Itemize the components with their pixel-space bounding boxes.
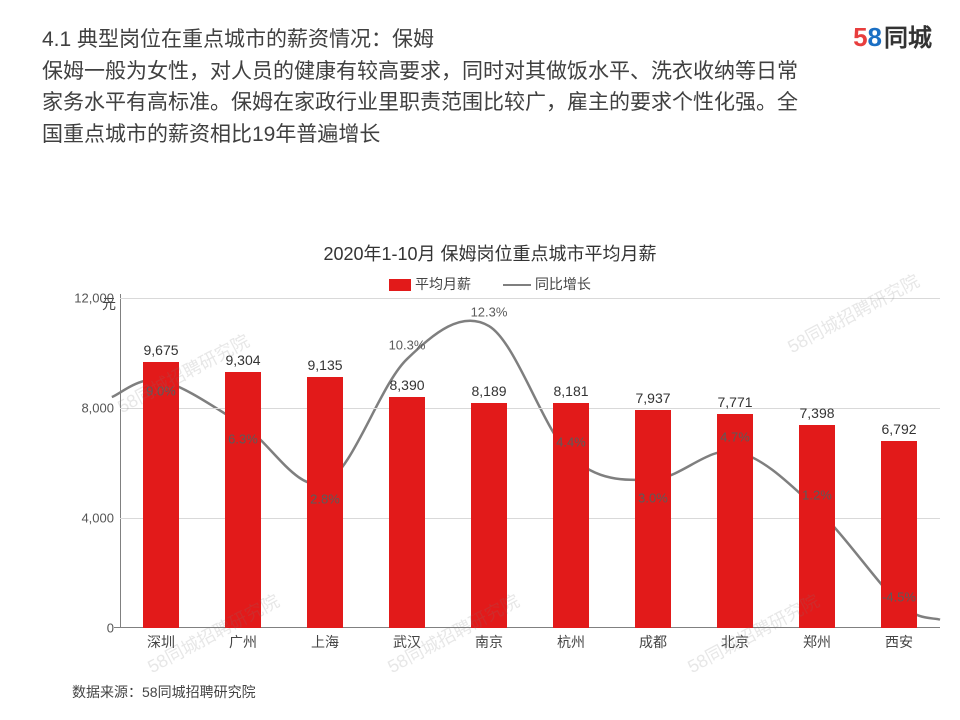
chart-title: 2020年1-10月 保姆岗位重点城市平均月薪	[60, 240, 920, 266]
bar-value-label: 7,937	[635, 390, 670, 406]
x-tick-label: 西安	[885, 632, 913, 652]
bar	[799, 425, 835, 628]
legend-bar-label: 平均月薪	[415, 276, 471, 292]
x-tick-label: 深圳	[147, 632, 175, 652]
y-tick-label: 8,000	[60, 401, 114, 416]
bar-value-label: 8,181	[553, 383, 588, 399]
gridline	[120, 298, 940, 299]
chart-legend: 平均月薪 同比增长	[60, 274, 920, 294]
growth-label: 1.2%	[802, 488, 832, 503]
x-tick-label: 成都	[639, 632, 667, 652]
logo-5: 5	[853, 22, 867, 52]
title-line: 4.1 典型岗位在重点城市的薪资情况：保姆	[42, 24, 802, 56]
title-body: 保姆一般为女性，对人员的健康有较高要求，同时对其做饭水平、洗衣收纳等日常家务水平…	[42, 56, 802, 151]
x-axis: 深圳 广州 上海 武汉 南京 杭州 成都 北京 郑州 西安	[120, 632, 940, 652]
bar-value-label: 7,771	[717, 394, 752, 410]
bar-value-label: 6,792	[881, 421, 916, 437]
logo-text: 同城	[884, 25, 932, 52]
x-tick-label: 郑州	[803, 632, 831, 652]
growth-label: 4.4%	[556, 435, 586, 450]
x-tick-label: 广州	[229, 632, 257, 652]
growth-label: 4.7%	[720, 430, 750, 445]
header: 4.1 典型岗位在重点城市的薪资情况：保姆 保姆一般为女性，对人员的健康有较高要…	[0, 0, 960, 158]
y-tick-label: 0	[60, 621, 114, 636]
x-tick-label: 武汉	[393, 632, 421, 652]
bar-value-label: 8,189	[471, 383, 506, 399]
growth-label: 10.3%	[389, 338, 426, 353]
bar-value-label: 7,398	[799, 405, 834, 421]
logo-8: 8	[868, 22, 882, 52]
bar-value-label: 9,304	[225, 352, 260, 368]
page-title: 4.1 典型岗位在重点城市的薪资情况：保姆 保姆一般为女性，对人员的健康有较高要…	[42, 24, 802, 150]
plot-area: 元 深圳广州上海武汉南京杭州成都北京郑州西安 04,0008,00012,000…	[120, 298, 940, 628]
growth-label: 3.0%	[638, 490, 668, 505]
growth-label: 9.0%	[146, 383, 176, 398]
x-tick-label: 南京	[475, 632, 503, 652]
bar	[635, 410, 671, 628]
bar-value-label: 8,390	[389, 377, 424, 393]
y-tick-label: 12,000	[60, 291, 114, 306]
chart: 2020年1-10月 保姆岗位重点城市平均月薪 平均月薪 同比增长 元 深圳广州…	[60, 240, 920, 628]
growth-label: -4.5%	[882, 590, 916, 605]
legend-bar-swatch	[389, 279, 411, 291]
bar	[389, 397, 425, 628]
x-tick-label: 上海	[311, 632, 339, 652]
y-tick-label: 4,000	[60, 511, 114, 526]
logo-58tongcheng: 58同城	[853, 18, 932, 53]
x-tick-label: 杭州	[557, 632, 585, 652]
bar	[143, 362, 179, 628]
growth-label: 6.3%	[228, 432, 258, 447]
bar-value-label: 9,675	[143, 342, 178, 358]
legend-line-swatch	[503, 284, 531, 286]
growth-label: 12.3%	[471, 305, 508, 320]
growth-label: 2.8%	[310, 491, 340, 506]
legend-line-label: 同比增长	[535, 276, 591, 292]
bar-value-label: 9,135	[307, 357, 342, 373]
bar	[471, 403, 507, 628]
x-tick-label: 北京	[721, 632, 749, 652]
bar	[717, 414, 753, 628]
data-source: 数据来源：58同城招聘研究院	[72, 682, 256, 702]
bar	[225, 372, 261, 628]
